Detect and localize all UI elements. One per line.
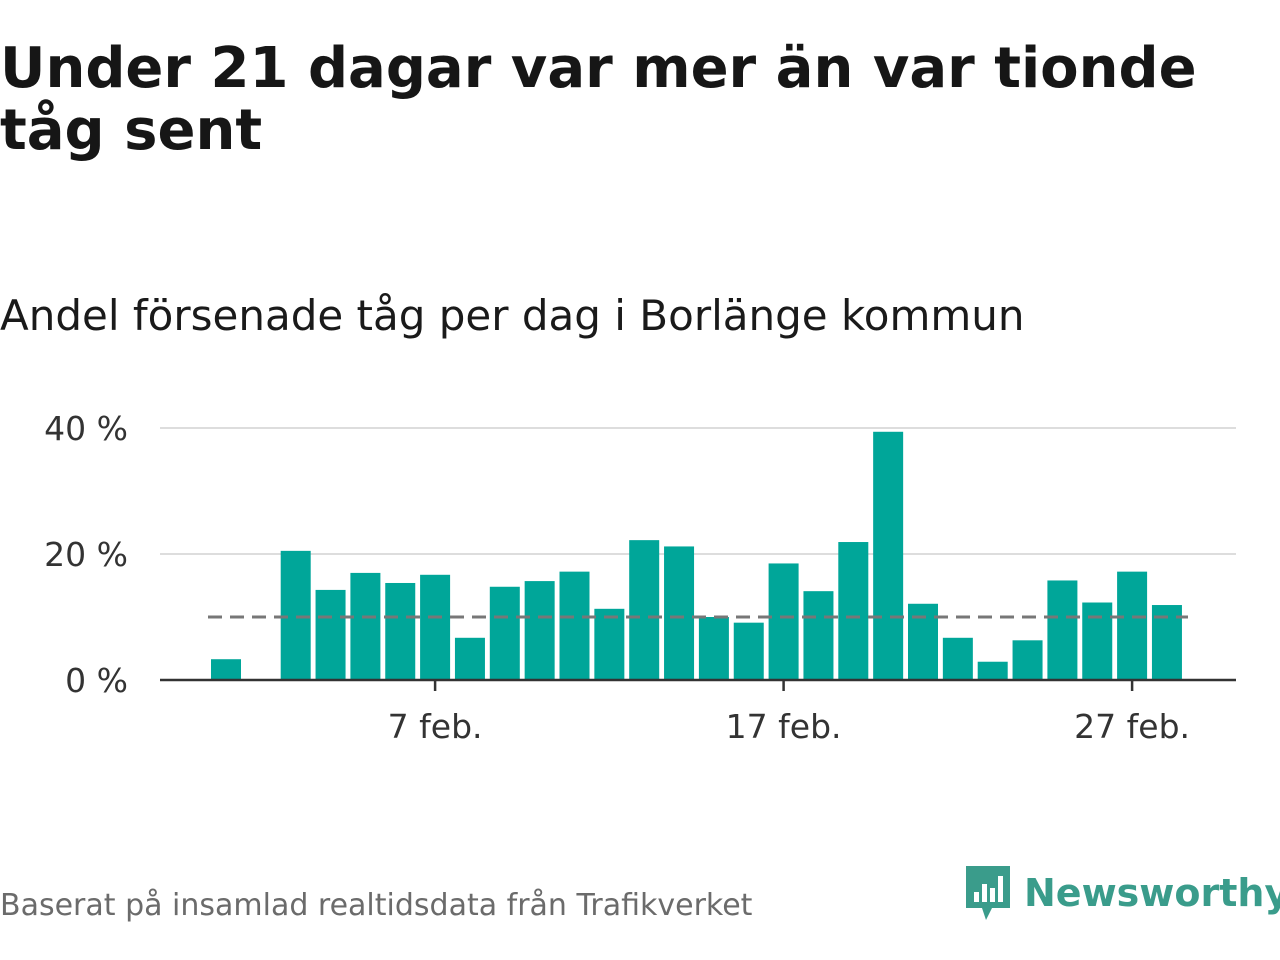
chart-title: Under 21 dagar var mer än var tionde tåg… (0, 36, 1197, 163)
bar (768, 563, 799, 680)
bar (524, 581, 555, 680)
x-tick-label: 7 feb. (388, 707, 483, 746)
bar (803, 591, 834, 680)
bar (908, 603, 938, 680)
bar (629, 540, 660, 680)
bar (350, 572, 381, 680)
chart-subtitle: Andel försenade tåg per dag i Borlänge k… (0, 291, 1025, 340)
x-tick-label: 27 feb. (1074, 707, 1190, 746)
bar (385, 582, 416, 680)
bar (1047, 580, 1078, 680)
bar-chart: 0 % 20 % 40 % 7 feb. 17 feb. 27 feb. (44, 409, 1236, 746)
bar (280, 550, 311, 680)
bar (211, 659, 241, 680)
bar (1117, 571, 1148, 680)
grid-lines (160, 427, 1236, 555)
bar (873, 431, 904, 680)
source-note: Baserat på insamlad realtidsdata från Tr… (0, 888, 753, 923)
y-tick-label: 0 % (65, 661, 128, 700)
y-tick-label: 40 % (44, 409, 128, 448)
bar (942, 637, 973, 680)
bar (594, 608, 625, 680)
newsworthy-logo-icon (966, 866, 1010, 920)
bar (1012, 640, 1043, 680)
bars (211, 431, 1182, 680)
bar (315, 589, 346, 680)
bar (733, 622, 764, 680)
bar (977, 661, 1008, 680)
axes: 0 % 20 % 40 % 7 feb. 17 feb. 27 feb. (44, 409, 1236, 746)
bar (420, 574, 451, 680)
brand-logo: Newsworthy (962, 862, 1280, 924)
bar (1082, 602, 1113, 680)
brand-name: Newsworthy (1024, 871, 1280, 915)
bar (454, 637, 485, 680)
bar (664, 546, 695, 680)
y-tick-label: 20 % (44, 535, 128, 574)
x-tick-label: 17 feb. (726, 707, 842, 746)
bar (559, 571, 590, 680)
bar (698, 617, 729, 680)
bar (489, 586, 520, 680)
bar (838, 542, 869, 680)
